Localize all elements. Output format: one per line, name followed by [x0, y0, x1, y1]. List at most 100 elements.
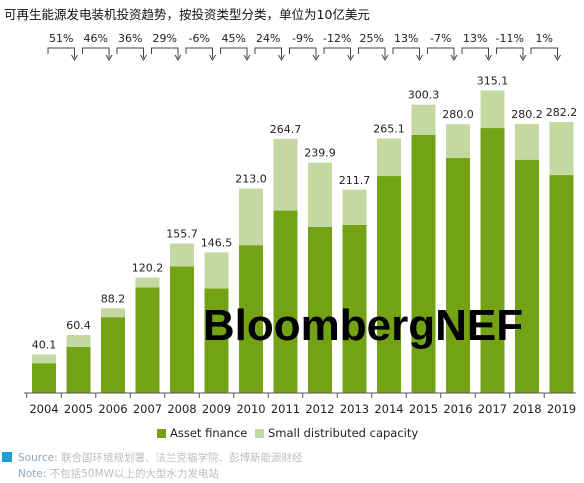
growth-arrow-head: [416, 54, 423, 61]
growth-indicators: 51% 46% 36% 29% -6% 45% 24% -9% -12% 25% 13% -7% 13%…: [47, 32, 561, 61]
total-label-2005: 60.4: [66, 319, 91, 332]
total-label-2006: 88.2: [101, 292, 126, 305]
growth-label: 25%: [360, 32, 384, 45]
growth-label: -6%: [189, 32, 210, 45]
bar-small-distributed-2013: [342, 189, 367, 225]
x-tick-label-2008: 2008: [167, 402, 196, 416]
chart-title: 可再生能源发电装机投资趋势，按投资类型分类，单位为10亿美元: [4, 7, 370, 22]
total-label-2019: 282.2: [546, 106, 578, 119]
bar-small-distributed-2011: [273, 138, 298, 211]
growth-arrow-head: [519, 54, 527, 61]
bar-asset-finance-2018: [515, 159, 539, 393]
growth-bracket: [254, 47, 282, 58]
growth-bracket: [151, 47, 179, 58]
bar-small-distributed-2010: [239, 188, 263, 246]
growth-indicator-2019: 1%: [530, 32, 561, 61]
x-axis-ticks: 2004 2005 2006 2007 2008 2009 2010 2011 2012 2013…: [26, 393, 576, 416]
growth-indicator-2005: 51%: [47, 32, 78, 61]
growth-indicator-2010: 45%: [220, 32, 251, 61]
note-label: Note:: [18, 468, 47, 480]
watermark: BloombergNEF: [203, 301, 523, 350]
x-tick-label-2012: 2012: [305, 402, 334, 416]
growth-label: 36%: [118, 32, 142, 45]
growth-arrow-head: [485, 54, 492, 61]
growth-bracket: [461, 47, 489, 58]
growth-arrow-head: [71, 54, 78, 61]
source-text: 联合国环境规划署、法兰克福学院、彭博新能源财经: [60, 452, 303, 464]
bar-asset-finance-2010: [239, 245, 263, 393]
growth-indicator-2014: 25%: [358, 32, 389, 61]
bar-small-distributed-2006: [101, 308, 125, 318]
growth-indicator-2018: -11%: [496, 32, 527, 61]
bar-small-distributed-2016: [446, 124, 470, 158]
growth-arrow-head: [209, 54, 216, 61]
total-label-2017: 315.1: [477, 75, 509, 88]
x-tick-label-2015: 2015: [409, 402, 438, 416]
bar-asset-finance-2014: [377, 176, 401, 393]
growth-bracket: [185, 47, 213, 58]
legend-label-asset-finance: Asset finance: [170, 426, 247, 440]
bar-asset-finance-2016: [446, 157, 470, 393]
growth-arrow-head: [381, 54, 389, 61]
source-marker: [2, 452, 12, 462]
growth-indicator-2012: -9%: [289, 32, 320, 61]
growth-label: 1%: [536, 32, 553, 45]
bar-asset-finance-2015: [411, 134, 436, 393]
bar-small-distributed-2018: [515, 124, 539, 160]
total-label-2007: 120.2: [132, 262, 164, 275]
legend-swatch-asset-finance: [157, 429, 166, 438]
x-tick-label-2010: 2010: [236, 402, 265, 416]
growth-label: -9%: [292, 32, 313, 45]
x-tick-label-2018: 2018: [512, 402, 541, 416]
total-label-2015: 300.3: [408, 89, 440, 102]
x-tick-label-2009: 2009: [202, 402, 231, 416]
bar-asset-finance-2012: [308, 226, 332, 393]
growth-arrow-head: [450, 54, 458, 61]
growth-bracket: [116, 47, 144, 58]
bar-asset-finance-2005: [66, 346, 91, 393]
growth-label: 51%: [49, 32, 73, 45]
x-tick-label-2014: 2014: [374, 402, 403, 416]
growth-indicator-2017: 13%: [461, 32, 492, 61]
x-tick-label-2017: 2017: [478, 402, 507, 416]
growth-arrow-head: [278, 54, 285, 61]
total-label-2004: 40.1: [32, 339, 57, 352]
bar-asset-finance-2007: [135, 287, 160, 393]
source-block: Source: 联合国环境规划署、法兰克福学院、彭博新能源财经 Note: 不包…: [18, 450, 302, 482]
note-line: Note: 不包括50MW以上的大型水力发电站: [18, 466, 302, 482]
growth-bracket: [496, 47, 524, 58]
growth-bracket: [220, 47, 248, 58]
bar-small-distributed-2007: [135, 277, 160, 288]
growth-arrow-head: [347, 54, 354, 61]
bar-small-distributed-2019: [549, 122, 574, 176]
bar-asset-finance-2013: [342, 225, 367, 393]
growth-indicator-2016: -7%: [427, 32, 458, 61]
growth-label: 45%: [222, 32, 246, 45]
bar-small-distributed-2014: [377, 138, 401, 177]
growth-indicator-2011: 24%: [254, 32, 285, 61]
x-tick-label-2013: 2013: [340, 402, 369, 416]
growth-label: 46%: [84, 32, 108, 45]
growth-label: 24%: [256, 32, 280, 45]
growth-label: 13%: [463, 32, 487, 45]
growth-arrow-head: [140, 54, 147, 61]
bar-asset-finance-2017: [480, 128, 505, 394]
bar-small-distributed-2004: [32, 354, 56, 364]
bar-asset-finance-2019: [549, 175, 574, 393]
bar-small-distributed-2005: [66, 335, 91, 347]
growth-bracket: [427, 47, 455, 58]
growth-label: 29%: [153, 32, 177, 45]
total-label-2016: 280.0: [442, 108, 474, 121]
bar-asset-finance-2011: [273, 210, 298, 393]
x-tick-label-2006: 2006: [98, 402, 127, 416]
growth-bracket: [392, 47, 420, 58]
growth-bracket: [358, 47, 386, 58]
bar-asset-finance-2006: [101, 317, 125, 393]
growth-indicator-2007: 36%: [116, 32, 147, 61]
x-tick-label-2005: 2005: [64, 402, 93, 416]
bars: [32, 90, 574, 394]
growth-indicator-2015: 13%: [392, 32, 423, 61]
total-label-2012: 239.9: [304, 147, 336, 160]
